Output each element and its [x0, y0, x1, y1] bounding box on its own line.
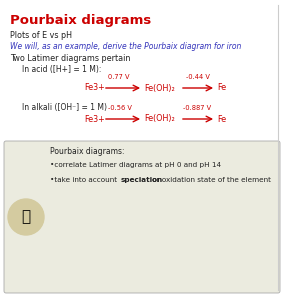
Text: •correlate Latimer diagrams at pH 0 and pH 14: •correlate Latimer diagrams at pH 0 and … [50, 162, 221, 168]
Text: Plots of E vs pH: Plots of E vs pH [10, 31, 72, 40]
Text: speciation: speciation [121, 177, 163, 183]
Text: Pourbaix diagrams: Pourbaix diagrams [10, 14, 151, 27]
Text: 0.77 V: 0.77 V [108, 74, 130, 80]
Text: We will, as an example, derive the Pourbaix diagram for iron: We will, as an example, derive the Pourb… [10, 42, 241, 51]
Text: -0.44 V: -0.44 V [186, 74, 210, 80]
Text: In acid ([H+] = 1 M):: In acid ([H+] = 1 M): [22, 65, 101, 74]
Text: Fe: Fe [217, 83, 226, 93]
Text: Fe3+: Fe3+ [84, 83, 105, 93]
Circle shape [8, 199, 44, 235]
Text: -0.887 V: -0.887 V [183, 105, 211, 111]
Text: Fe3+: Fe3+ [84, 114, 105, 124]
Text: 🐜: 🐜 [21, 209, 31, 224]
Text: Fe(OH)₂: Fe(OH)₂ [144, 114, 175, 124]
FancyBboxPatch shape [4, 141, 280, 293]
Text: Fe: Fe [217, 114, 226, 124]
Text: Fe(OH)₂: Fe(OH)₂ [144, 83, 175, 93]
Text: -0.56 V: -0.56 V [108, 105, 132, 111]
Text: •take into account: •take into account [50, 177, 119, 183]
Text: Two Latimer diagrams pertain: Two Latimer diagrams pertain [10, 54, 130, 63]
Text: or oxidation state of the element: or oxidation state of the element [150, 177, 271, 183]
Text: Pourbaix diagrams:: Pourbaix diagrams: [50, 147, 124, 156]
Text: In alkali ([OH⁻] = 1 M): In alkali ([OH⁻] = 1 M) [22, 103, 107, 112]
